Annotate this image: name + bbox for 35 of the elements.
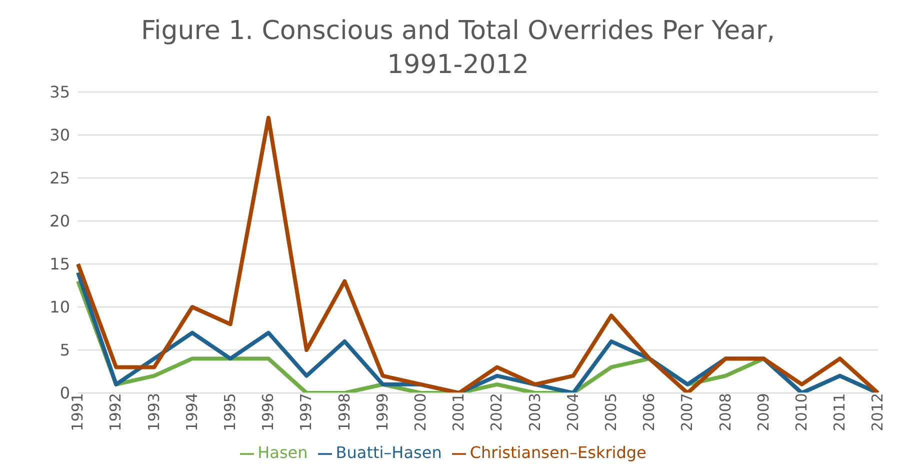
x-tick-label: 1997 <box>297 393 316 432</box>
x-tick-label: 2005 <box>602 393 620 432</box>
x-tick-label: 2003 <box>526 393 544 432</box>
y-tick-label: 20 <box>50 212 70 231</box>
x-tick-label: 1995 <box>221 393 240 432</box>
x-tick-label: 2001 <box>450 393 468 432</box>
x-tick-label: 1994 <box>182 393 201 432</box>
legend-label: Buatti–Hasen <box>336 443 442 462</box>
x-tick-label: 2011 <box>830 393 849 432</box>
legend-label: Christiansen–Eskridge <box>470 443 646 462</box>
chart-title: Figure 1. Conscious and Total Overrides Per Year, 1991-2012 <box>140 15 776 82</box>
y-tick-label: 35 <box>50 82 70 102</box>
y-tick-label: 25 <box>50 168 70 188</box>
x-tick-label: 2002 <box>488 393 506 432</box>
y-tick-label: 0 <box>60 384 70 403</box>
x-tick-label: 2000 <box>412 393 430 432</box>
x-tick-label: 1996 <box>259 393 278 432</box>
y-tick-label: 30 <box>50 126 70 145</box>
x-tick-label: 2008 <box>716 393 734 432</box>
x-tick-label: 1998 <box>335 393 354 432</box>
x-tick-label: 2006 <box>640 393 658 432</box>
x-tick-label: 2004 <box>564 393 582 432</box>
x-tick-label: 1999 <box>373 393 392 432</box>
x-tick-label: 1993 <box>144 393 163 432</box>
x-tick-label: 1991 <box>68 393 87 432</box>
x-tick-label: 1992 <box>106 393 125 432</box>
x-tick-label: 2010 <box>792 393 810 432</box>
y-tick-label: 15 <box>50 254 70 274</box>
x-tick-label: 2009 <box>754 393 772 432</box>
x-tick-label: 2007 <box>678 393 696 432</box>
y-tick-label: 5 <box>60 340 70 360</box>
y-tick-label: 10 <box>50 298 70 317</box>
x-tick-label: 2012 <box>868 393 887 432</box>
legend-label: Hasen <box>258 443 308 462</box>
line-series <box>76 116 880 393</box>
